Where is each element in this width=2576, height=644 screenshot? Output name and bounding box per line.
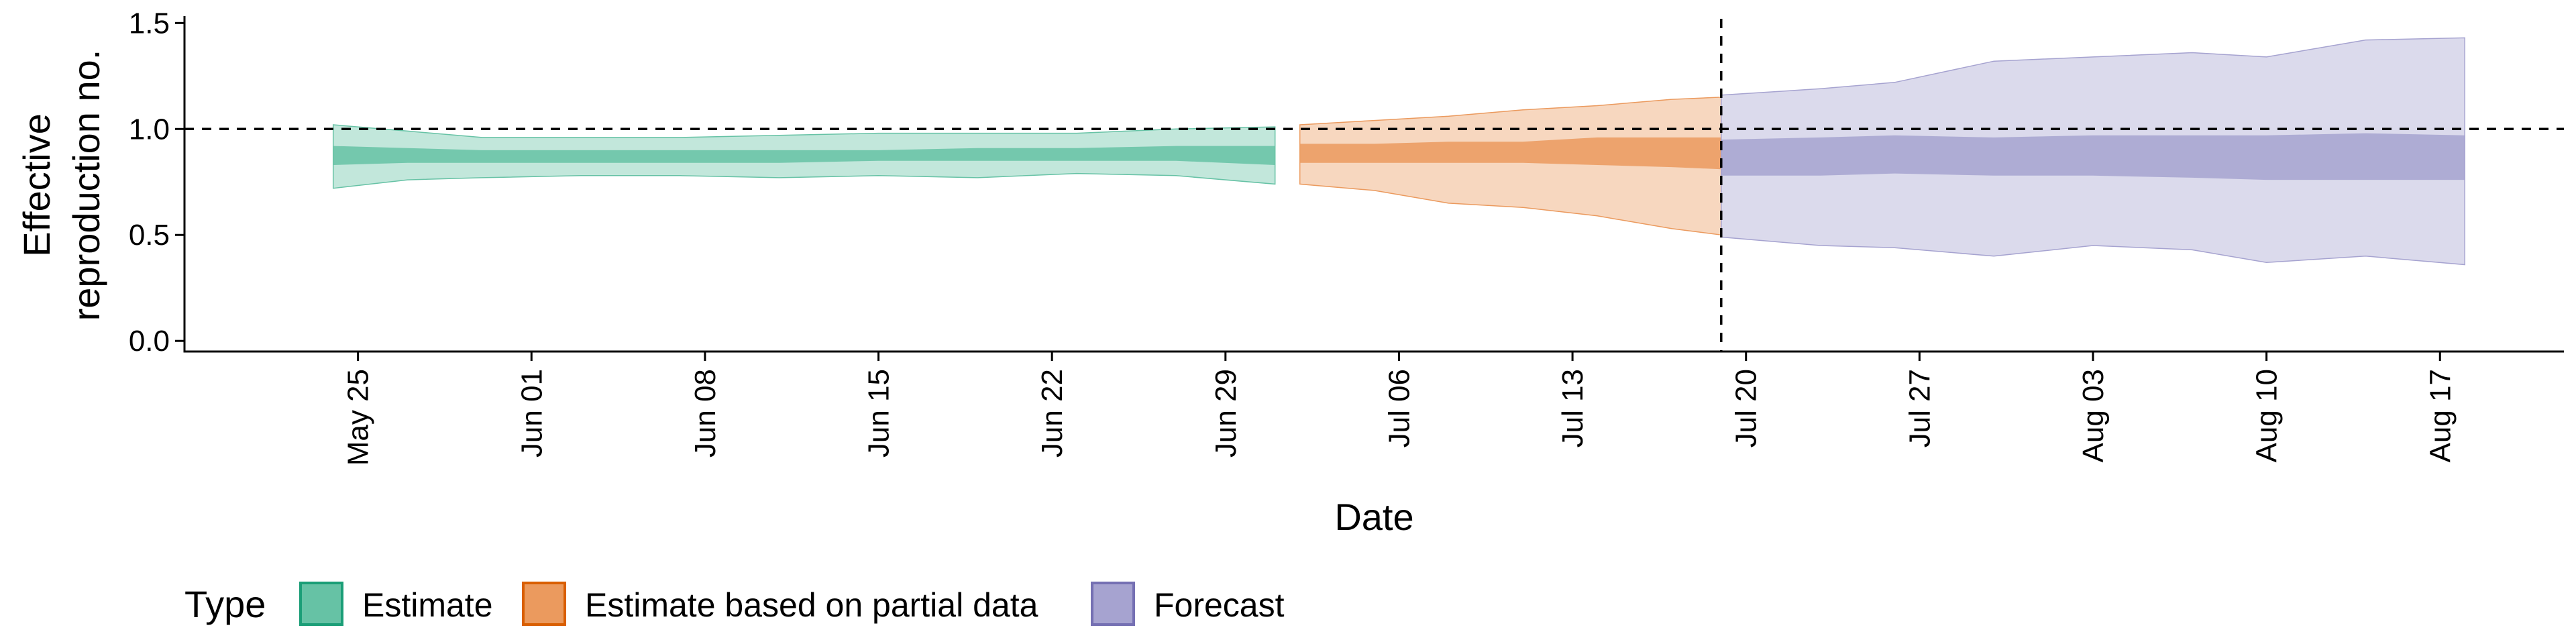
x-tick-label: Jul 06 [1383,369,1415,447]
reference-lines [184,19,2564,352]
band-50-estimate [333,146,1275,165]
y-tick-label: 0.5 [129,219,170,252]
x-tick-label: Jun 22 [1036,369,1069,458]
x-tick-label: May 25 [342,369,375,466]
legend-title: Type [184,583,266,625]
x-tick-label: Aug 03 [2077,369,2110,462]
legend: Type Estimate Estimate based on partial da… [184,582,1285,626]
axes: 0.0 0.5 1.0 1.5 May 25 Jun 01 Jun 08 Jun 15 Jun … [129,7,2564,466]
y-axis-title-line: Effective [15,113,58,257]
x-tick-label: Jun 01 [515,369,548,458]
ribbon-layer [332,37,2465,266]
x-tick-label: Jun 15 [863,369,896,458]
x-axis-title: Date [1334,496,1413,538]
x-tick-label: Aug 17 [2424,369,2457,462]
y-tick-label: 1.5 [129,7,170,40]
legend-key [1091,582,1135,626]
x-tick-label: Jun 29 [1210,369,1242,458]
y-axis-title: Effective reproduction no. [15,50,107,321]
y-tick-label: 1.0 [129,113,170,146]
legend-label: Estimate [362,586,493,624]
x-tick-label: Jul 13 [1556,369,1589,447]
y-axis-title-line: reproduction no. [65,50,107,321]
x-tick-label: Jun 08 [689,369,722,458]
legend-label: Forecast [1154,586,1285,624]
y-tick-label: 0.0 [129,325,170,358]
legend-key [299,582,343,626]
axis-titles: Date Effective reproduction no. [15,50,1414,538]
band-50-forecast [1721,133,2465,180]
legend-key [522,582,566,626]
legend-label: Estimate based on partial data [585,586,1038,624]
band-50-estimate-based-on-partial-data [1299,137,1721,170]
x-tick-label: Aug 10 [2251,369,2284,462]
x-tick-label: Jul 27 [1903,369,1936,447]
x-tick-label: Jul 20 [1730,369,1763,447]
